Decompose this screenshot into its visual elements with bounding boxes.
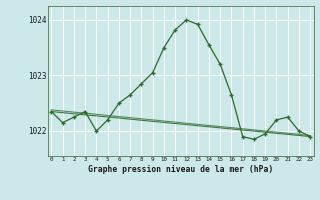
X-axis label: Graphe pression niveau de la mer (hPa): Graphe pression niveau de la mer (hPa) bbox=[88, 165, 273, 174]
